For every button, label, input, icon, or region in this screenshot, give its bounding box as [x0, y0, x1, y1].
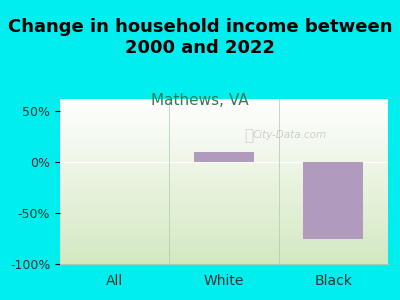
Bar	[303, 162, 363, 238]
Text: Change in household income between
2000 and 2022: Change in household income between 2000 …	[8, 18, 392, 57]
Bar	[194, 152, 254, 162]
Text: ⦾: ⦾	[244, 128, 253, 143]
Text: City-Data.com: City-Data.com	[252, 130, 327, 140]
Text: Mathews, VA: Mathews, VA	[151, 93, 249, 108]
